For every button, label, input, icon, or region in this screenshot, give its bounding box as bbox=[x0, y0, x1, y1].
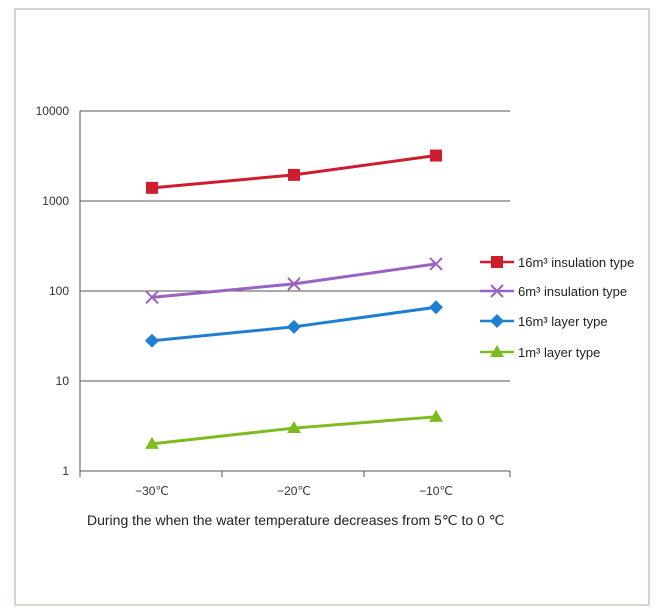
series-line-1 bbox=[151, 262, 437, 299]
data-point-0-1 bbox=[288, 168, 300, 181]
chart-frame bbox=[14, 8, 650, 606]
legend-marker-3 bbox=[490, 345, 504, 357]
data-point-1-1 bbox=[287, 277, 301, 291]
legend-marker-1 bbox=[490, 284, 504, 298]
legend-label-0: 16m³ insulation type bbox=[518, 255, 634, 270]
legend-marker-0 bbox=[491, 256, 503, 268]
y-tick-label-1000: 1000 bbox=[42, 194, 69, 208]
data-point-2-0 bbox=[145, 333, 159, 348]
legend-marker-2 bbox=[490, 314, 504, 328]
data-point-3-1 bbox=[287, 421, 301, 434]
y-tick-label-100: 100 bbox=[49, 284, 69, 298]
data-point-0-0 bbox=[146, 181, 158, 194]
data-point-1-2 bbox=[429, 257, 443, 271]
x-tick-label: −30℃ bbox=[135, 484, 169, 498]
legend-label-2: 16m³ layer type bbox=[518, 314, 608, 329]
y-tick-label-1: 1 bbox=[62, 464, 69, 478]
data-point-0-2 bbox=[430, 149, 442, 162]
data-point-3-2 bbox=[429, 409, 443, 422]
data-point-2-1 bbox=[287, 319, 301, 334]
data-point-3-0 bbox=[145, 436, 159, 449]
data-point-1-0 bbox=[145, 290, 159, 305]
x-axis-label: During the when the water temperature de… bbox=[87, 512, 504, 528]
legend-label-1: 6m³ insulation type bbox=[518, 284, 627, 299]
x-tick-label: −20℃ bbox=[277, 484, 311, 498]
y-tick-label-10: 10 bbox=[56, 374, 70, 388]
y-tick-label-10000: 10000 bbox=[36, 104, 70, 118]
legend-label-3: 1m³ layer type bbox=[518, 345, 600, 360]
data-point-2-2 bbox=[429, 300, 443, 315]
x-tick-label: −10℃ bbox=[419, 484, 453, 498]
